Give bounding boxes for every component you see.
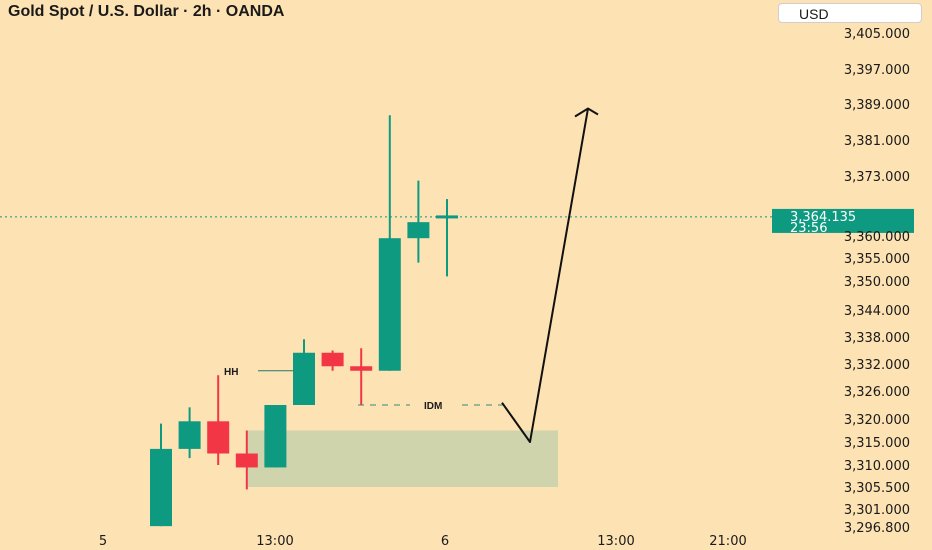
y-tick-label: 3,405.000 bbox=[844, 27, 910, 42]
y-tick-label: 3,360.000 bbox=[844, 230, 910, 245]
chart-title: Gold Spot / U.S. Dollar · 2h · OANDA bbox=[8, 3, 285, 20]
y-tick-label: 3,344.000 bbox=[844, 304, 910, 319]
candle-body bbox=[150, 448, 172, 527]
candle[interactable] bbox=[350, 348, 373, 405]
candle[interactable] bbox=[436, 199, 458, 277]
candle-body bbox=[407, 222, 430, 239]
y-tick-label: 3,338.000 bbox=[844, 331, 910, 346]
current-price-value: 3,364.135 bbox=[790, 210, 856, 225]
candle-body bbox=[321, 352, 344, 367]
candle-body bbox=[207, 421, 230, 454]
projection-arrow[interactable] bbox=[501, 108, 589, 443]
current-price-label[interactable] bbox=[772, 208, 914, 233]
y-tick-label: 3,310.000 bbox=[844, 459, 910, 474]
candle-body bbox=[378, 238, 401, 371]
x-tick-label: 6 bbox=[441, 534, 449, 549]
candle[interactable] bbox=[293, 339, 315, 405]
currency-selector[interactable]: USD bbox=[778, 3, 922, 23]
candle[interactable] bbox=[150, 423, 172, 527]
demand-zone[interactable] bbox=[246, 430, 558, 488]
y-tick-label: 3,301.000 bbox=[844, 503, 910, 518]
y-tick-label: 3,350.000 bbox=[844, 275, 910, 290]
price-countdown: 23:56 bbox=[790, 221, 827, 236]
candle-body bbox=[178, 421, 201, 449]
x-tick-label: 13:00 bbox=[256, 534, 293, 549]
y-tick-label: 3,381.000 bbox=[844, 134, 910, 149]
idm-label: IDM bbox=[424, 401, 442, 412]
y-tick-label: 3,332.000 bbox=[844, 358, 910, 373]
y-tick-label: 3,397.000 bbox=[844, 63, 910, 78]
candle[interactable] bbox=[235, 430, 258, 490]
candle[interactable] bbox=[207, 375, 230, 465]
candle-body bbox=[293, 352, 315, 405]
candle-body bbox=[264, 405, 287, 468]
x-tick-label: 21:00 bbox=[709, 534, 746, 549]
candle[interactable] bbox=[321, 350, 344, 371]
y-tick-label: 3,373.000 bbox=[844, 170, 910, 185]
hh-label: HH bbox=[224, 367, 238, 378]
x-tick-label: 13:00 bbox=[597, 534, 634, 549]
x-tick-label: 5 bbox=[99, 534, 107, 549]
y-tick-label: 3,305.500 bbox=[844, 481, 910, 496]
y-tick-label: 3,389.000 bbox=[844, 98, 910, 113]
candle[interactable] bbox=[407, 180, 430, 263]
candle[interactable] bbox=[178, 407, 201, 459]
y-tick-label: 3,326.000 bbox=[844, 385, 910, 400]
y-tick-label: 3,296.800 bbox=[844, 521, 910, 536]
y-tick-label: 3,320.000 bbox=[844, 413, 910, 428]
candle-body bbox=[350, 366, 373, 371]
y-tick-label: 3,355.000 bbox=[844, 252, 910, 267]
candle[interactable] bbox=[264, 405, 287, 468]
y-tick-label: 3,315.000 bbox=[844, 436, 910, 451]
candle-body bbox=[235, 453, 258, 468]
candle[interactable] bbox=[378, 115, 401, 371]
arrow-head bbox=[574, 107, 599, 118]
